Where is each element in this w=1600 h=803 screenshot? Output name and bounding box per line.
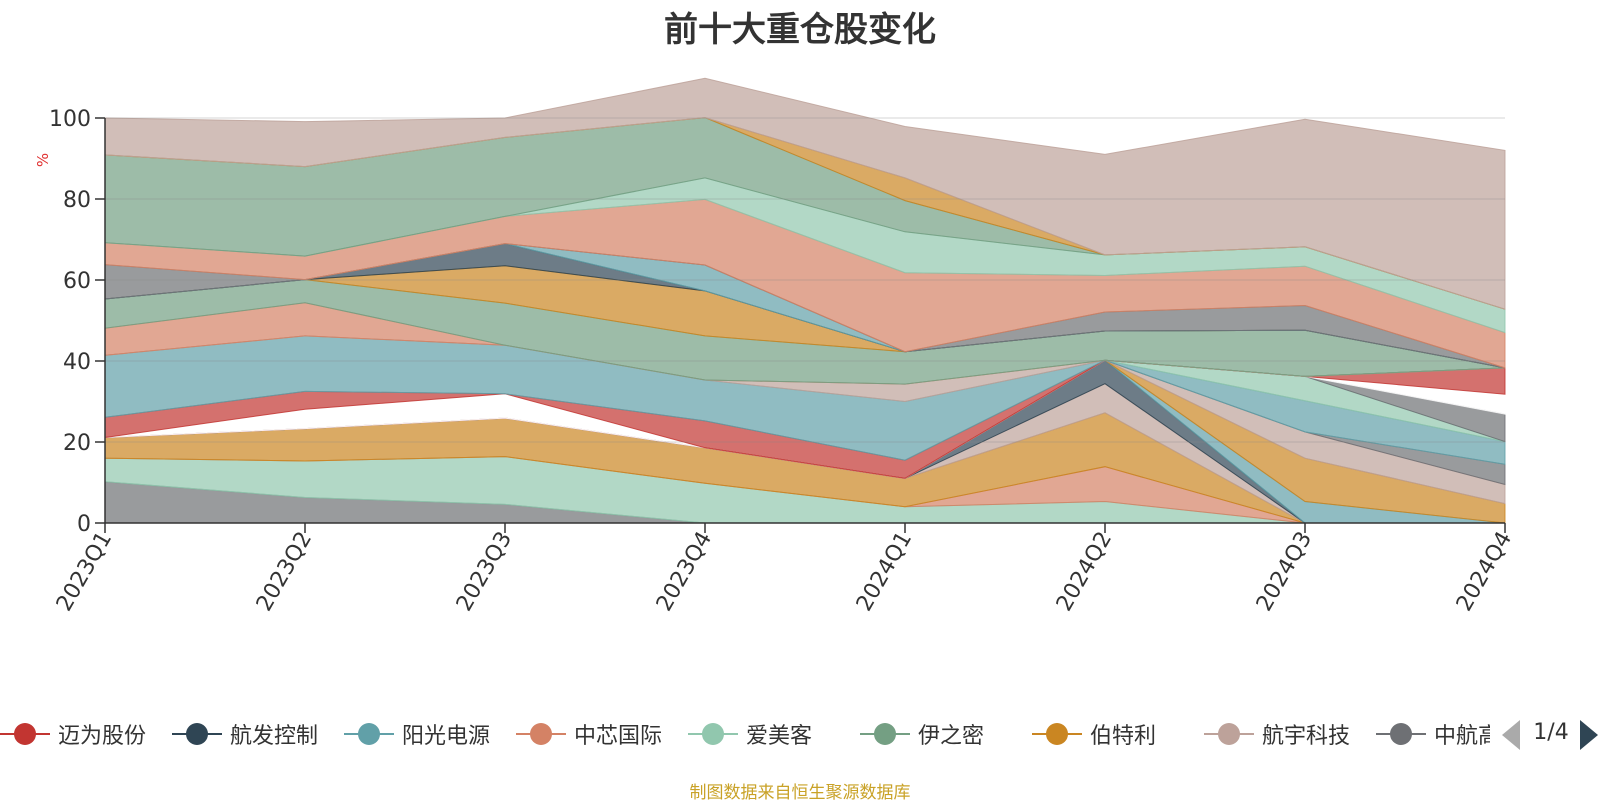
y-axis-unit-label: %: [34, 153, 52, 167]
y-tick-label: 0: [77, 512, 91, 537]
legend-item[interactable]: 阳光电源: [344, 716, 490, 752]
y-tick-label: 20: [63, 431, 91, 456]
area-series-30: [104, 77, 1506, 310]
x-tick-label: 2023Q3: [452, 528, 517, 616]
x-tick-label: 2023Q2: [252, 528, 317, 616]
x-tick-label: 2024Q4: [1452, 528, 1517, 616]
legend-marker-icon: [1032, 723, 1082, 745]
legend-label: 航发控制: [230, 724, 319, 749]
legend-marker-icon: [860, 723, 910, 745]
y-tick-label: 100: [49, 107, 91, 132]
legend-label: 阳光电源: [402, 724, 491, 749]
legend-pager: 1/4: [1500, 718, 1600, 752]
legend-marker-icon: [1376, 723, 1426, 745]
legend-page-indicator: 1/4: [1533, 720, 1569, 745]
legend-next-arrow-icon[interactable]: [1580, 720, 1598, 750]
legend-marker-icon: [0, 723, 50, 745]
y-tick-label: 60: [63, 269, 91, 294]
legend-marker-icon: [172, 723, 222, 745]
chart-title: 前十大重仓股变化: [664, 10, 936, 50]
legend-item[interactable]: 伯特利: [1032, 716, 1156, 752]
y-tick-label: 40: [63, 350, 91, 375]
legend-label: 中芯国际: [574, 724, 663, 749]
legend-marker-icon: [344, 723, 394, 745]
x-tick-label: 2024Q1: [852, 528, 917, 616]
legend-item[interactable]: 迈为股份: [0, 716, 146, 752]
legend-item[interactable]: 爱美客: [688, 716, 812, 752]
legend-marker-icon: [516, 723, 566, 745]
legend-prev-arrow-icon[interactable]: [1502, 720, 1520, 750]
legend-item[interactable]: 伊之密: [860, 716, 984, 752]
x-tick-label: 2023Q1: [52, 528, 117, 616]
legend: 迈为股份 航发控制 阳光电源 中芯国际 爱美客 伊之密 伯特利 航宇科技 中航高科: [0, 716, 1490, 756]
legend-label: 航宇科技: [1262, 724, 1351, 749]
gridlines: [105, 117, 1505, 443]
legend-label: 伊之密: [918, 724, 985, 749]
legend-label: 爱美客: [746, 724, 813, 749]
x-tick-label: 2024Q3: [1252, 528, 1317, 616]
area-layers: [104, 77, 1506, 524]
legend-label: 迈为股份: [58, 724, 147, 749]
legend-item[interactable]: 中航高科: [1376, 716, 1490, 752]
x-tick-label: 2024Q2: [1052, 528, 1117, 616]
legend-label: 伯特利: [1090, 724, 1157, 749]
legend-item[interactable]: 航发控制: [172, 716, 318, 752]
stacked-area-chart: 0 20 40 60 80 100% 2023Q1 2023Q2 2023Q3 2023Q4 202…: [34, 77, 1517, 616]
legend-item[interactable]: 中芯国际: [516, 716, 662, 752]
legend-item[interactable]: 航宇科技: [1204, 716, 1350, 752]
legend-marker-icon: [1204, 723, 1254, 745]
legend-marker-icon: [688, 723, 738, 745]
y-tick-label: 80: [63, 188, 91, 213]
x-tick-label: 2023Q4: [652, 528, 717, 616]
legend-label: 中航高科: [1434, 724, 1490, 749]
data-source-note: 制图数据来自恒生聚源数据库: [689, 783, 911, 803]
